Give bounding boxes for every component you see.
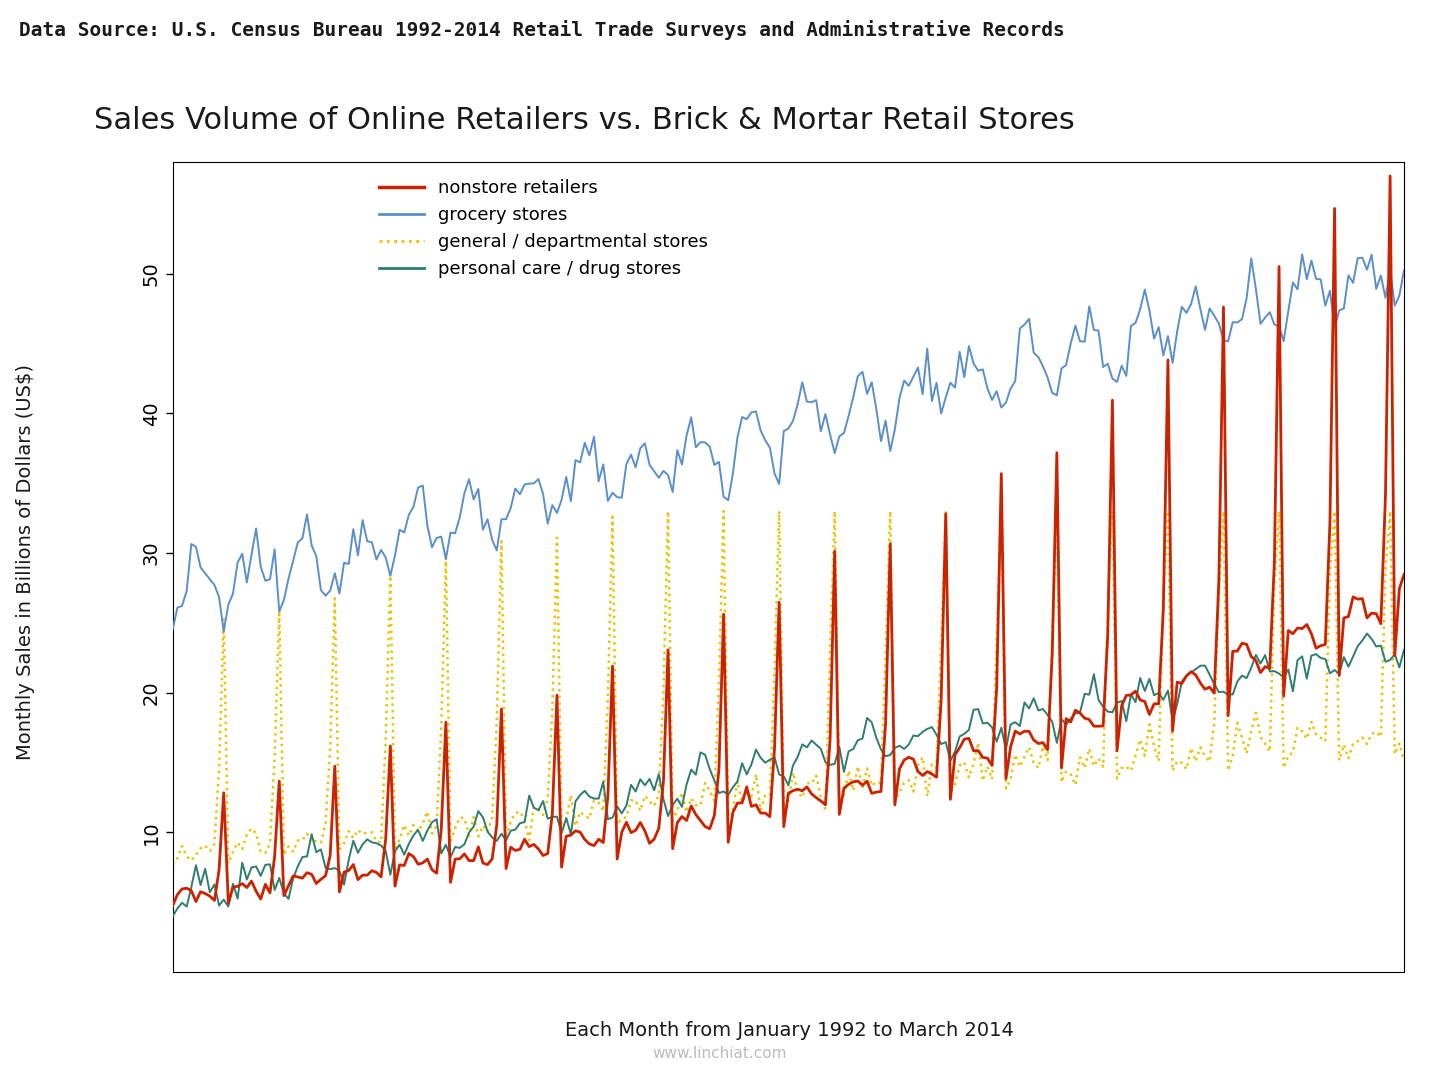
Text: Monthly Sales in Billions of Dollars (US$): Monthly Sales in Billions of Dollars (US… [16, 364, 36, 759]
Text: Each Month from January 1992 to March 2014: Each Month from January 1992 to March 20… [564, 1021, 1014, 1040]
Text: Data Source: U.S. Census Bureau 1992-2014 Retail Trade Surveys and Administrativ: Data Source: U.S. Census Bureau 1992-201… [19, 19, 1064, 40]
Text: www.linchiat.com: www.linchiat.com [652, 1045, 788, 1061]
Legend: nonstore retailers, grocery stores, general / departmental stores, personal care: nonstore retailers, grocery stores, gene… [379, 179, 708, 279]
Text: Sales Volume of Online Retailers vs. Brick & Mortar Retail Stores: Sales Volume of Online Retailers vs. Bri… [94, 106, 1074, 135]
